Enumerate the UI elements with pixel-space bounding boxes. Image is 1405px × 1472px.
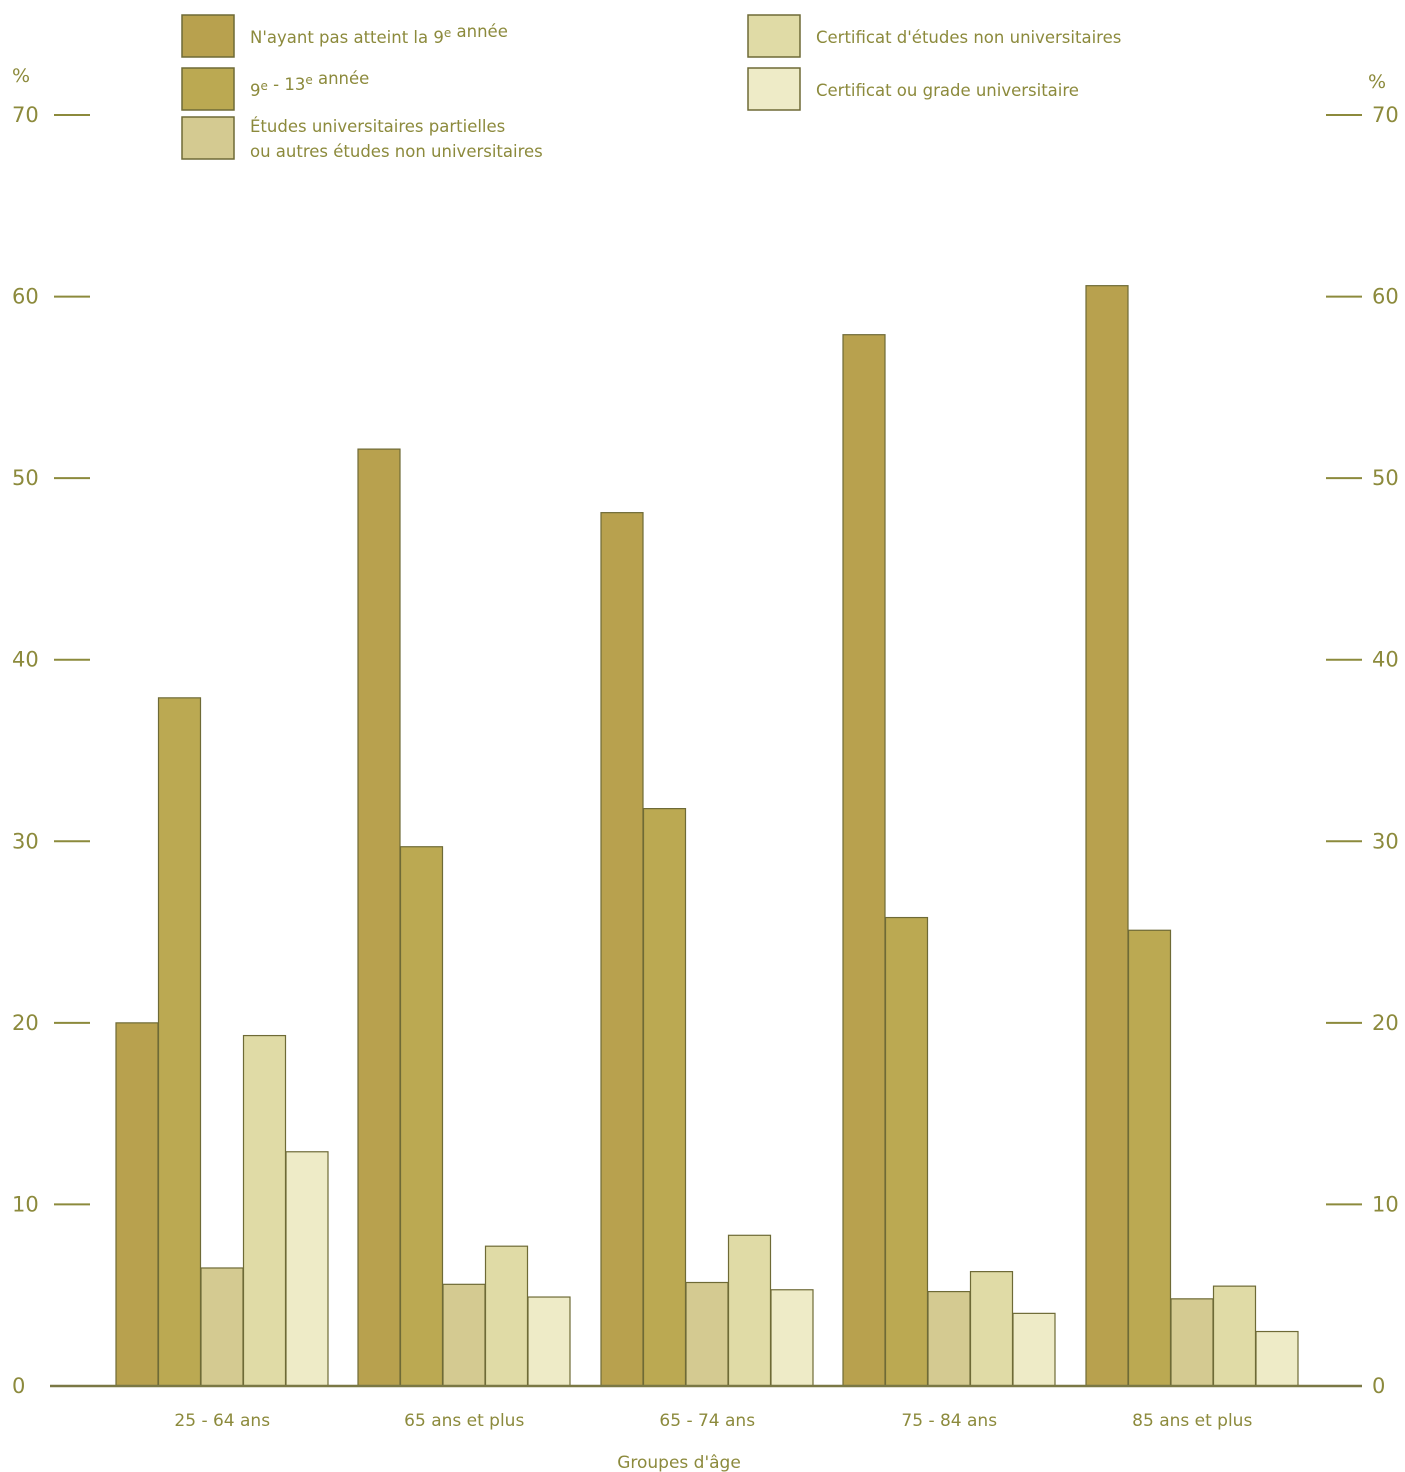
legend-label: Certificat d'études non universitaires (816, 28, 1121, 47)
legend-swatch (181, 67, 235, 111)
legend-swatch (747, 67, 801, 111)
bar (600, 512, 644, 1387)
bars-group (115, 285, 1299, 1387)
y-axis-left: 0 10 20 30 40 50 60 70 (12, 103, 90, 1398)
bar (285, 1151, 329, 1387)
y-tick-label-right: 70 (1372, 103, 1399, 127)
x-tick-label: 75 - 84 ans (901, 1411, 997, 1431)
bar (527, 1296, 571, 1387)
legend-label: 9e - 13e année (250, 69, 369, 100)
bar (770, 1289, 814, 1387)
bar (642, 808, 687, 1387)
bar (484, 1245, 529, 1387)
y-tick-label-left: 0 (12, 1374, 25, 1398)
x-tick-label: 65 ans et plus (404, 1411, 524, 1431)
bar (200, 1267, 244, 1387)
bar (842, 334, 886, 1387)
bar (685, 1281, 729, 1387)
bar (1012, 1312, 1056, 1387)
bar (1170, 1298, 1214, 1387)
y-tick-label-right: 20 (1372, 1011, 1399, 1035)
x-axis-categories: 25 - 64 ans 65 ans et plus 65 - 74 ans 75 -… (174, 1411, 1252, 1431)
legend-swatch (747, 14, 801, 58)
y-unit-right: % (1368, 71, 1386, 93)
y-axis-right: 0 10 20 30 40 50 60 70 (1326, 103, 1399, 1398)
legend-label: N'ayant pas atteint la 9e année (250, 22, 508, 47)
bar (1212, 1285, 1257, 1387)
y-tick-label-left: 40 (12, 648, 39, 672)
bar (357, 448, 401, 1387)
bar (969, 1271, 1014, 1387)
x-tick-label: 25 - 64 ans (174, 1411, 270, 1431)
legend: N'ayant pas atteint la 9e année 9e - 13e … (181, 14, 1121, 161)
bar (157, 697, 202, 1387)
y-tick-label-left: 20 (12, 1011, 39, 1035)
y-tick-label-right: 0 (1372, 1374, 1385, 1398)
y-tick-label-left: 30 (12, 829, 39, 853)
bar (242, 1034, 287, 1387)
x-axis-title: Groupes d'âge (617, 1453, 741, 1472)
bar (927, 1290, 971, 1387)
bar (884, 916, 929, 1387)
y-tick-label-right: 30 (1372, 829, 1399, 853)
y-tick-label-left: 50 (12, 466, 39, 490)
legend-swatch (181, 116, 235, 160)
legend-label: Études universitaires partielles ou autre… (250, 117, 543, 161)
x-tick-label: 65 - 74 ans (659, 1411, 755, 1431)
y-tick-label-left: 70 (12, 103, 39, 127)
bar (1255, 1330, 1299, 1387)
bar (1127, 929, 1172, 1387)
y-tick-label-right: 40 (1372, 648, 1399, 672)
bar (1085, 285, 1129, 1387)
y-tick-label-right: 60 (1372, 285, 1399, 309)
bar (399, 846, 444, 1387)
y-tick-label-left: 60 (12, 285, 39, 309)
y-unit-left: % (12, 65, 30, 87)
x-tick-label: 85 ans et plus (1132, 1411, 1252, 1431)
y-tick-label-right: 50 (1372, 466, 1399, 490)
bar (727, 1234, 772, 1387)
bar (115, 1022, 159, 1387)
legend-label: Certificat ou grade universitaire (816, 81, 1079, 100)
y-tick-label-right: 10 (1372, 1192, 1399, 1216)
legend-swatch (181, 14, 235, 58)
bar (442, 1283, 486, 1387)
y-tick-label-left: 10 (12, 1192, 39, 1216)
